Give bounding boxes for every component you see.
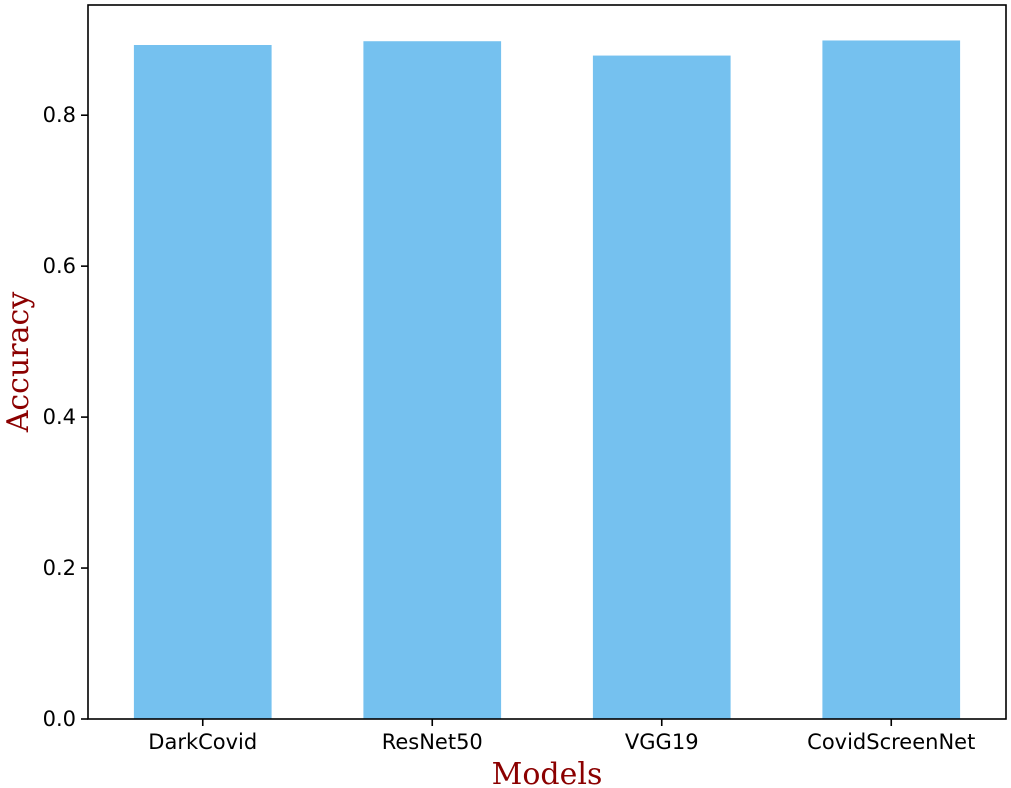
- x-axis-ticks: DarkCovid ResNet50 VGG19 CovidScreenNet: [148, 719, 975, 754]
- y-tick-label: 0.0: [43, 707, 76, 731]
- x-axis-title: Models: [492, 757, 603, 788]
- x-tick-label: ResNet50: [382, 730, 483, 754]
- bar-vgg19: [592, 55, 731, 719]
- bar-resnet50: [363, 41, 502, 719]
- x-tick-label: CovidScreenNet: [807, 730, 975, 754]
- plot-frame: [87, 4, 1007, 720]
- x-tick-label: DarkCovid: [148, 730, 257, 754]
- y-tick-label: 0.6: [43, 254, 76, 278]
- y-tick-label: 0.4: [43, 405, 76, 429]
- y-tick-label: 0.8: [43, 103, 76, 127]
- y-tick-label: 0.2: [43, 556, 76, 580]
- bar-darkcovid: [133, 45, 272, 719]
- y-axis-title: Accuracy: [1, 292, 36, 434]
- y-axis-ticks: 0.0 0.2 0.4 0.6 0.8: [43, 103, 88, 731]
- bar-covidscreennet: [822, 40, 961, 719]
- bars: [133, 40, 961, 719]
- x-tick-label: VGG19: [625, 730, 699, 754]
